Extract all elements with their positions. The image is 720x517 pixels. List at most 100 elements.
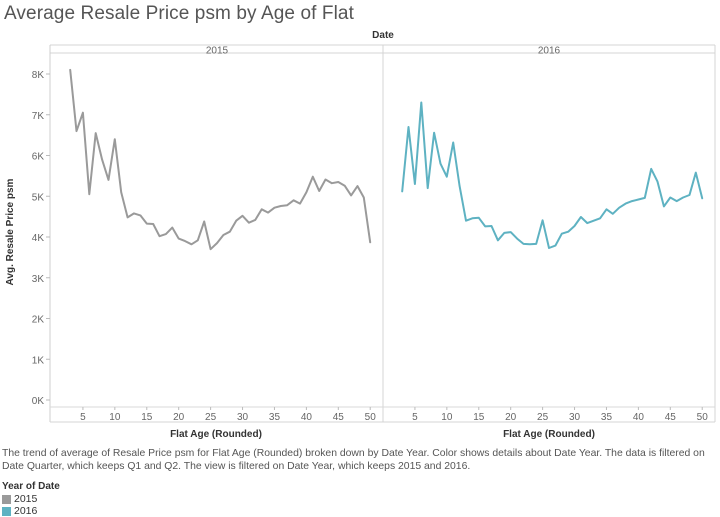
data-point-2015 [286, 204, 288, 206]
data-point-2016 [542, 219, 544, 221]
x-tick-label: 30 [569, 412, 581, 423]
data-point-2015 [337, 181, 339, 183]
data-point-2015 [76, 130, 78, 132]
data-point-2015 [171, 227, 173, 229]
data-point-2015 [312, 176, 314, 178]
data-point-2015 [146, 223, 148, 225]
data-point-2015 [242, 215, 244, 217]
x-tick-label: 25 [205, 412, 217, 423]
panel-header-2016: 2016 [538, 46, 561, 57]
data-point-2016 [535, 243, 537, 245]
x-tick-label: 20 [505, 412, 517, 423]
x-tick-label: 50 [365, 412, 377, 423]
data-point-2016 [567, 231, 569, 233]
data-point-2015 [152, 223, 154, 225]
x-tick-label: 45 [665, 412, 677, 423]
y-tick-label: 7K [32, 111, 45, 122]
data-point-2015 [222, 234, 224, 236]
y-tick-label: 4K [32, 233, 45, 244]
data-point-2016 [446, 176, 448, 178]
y-tick-label: 6K [32, 152, 45, 163]
data-point-2016 [618, 207, 620, 209]
data-point-2016 [408, 126, 410, 128]
data-point-2016 [644, 197, 646, 199]
data-point-2016 [695, 172, 697, 174]
data-point-2016 [427, 187, 429, 189]
data-point-2016 [599, 217, 601, 219]
data-point-2015 [331, 182, 333, 184]
x-tick-label: 5 [412, 412, 418, 423]
data-point-2016 [529, 243, 531, 245]
y-axis-label: Avg. Resale Price psm [5, 178, 16, 285]
data-point-2016 [637, 199, 639, 201]
data-point-2015 [210, 248, 212, 250]
legend-label-2015: 2015 [14, 493, 38, 505]
data-point-2015 [235, 220, 237, 222]
x-tick-label: 45 [333, 412, 345, 423]
legend-item-2016[interactable]: 2016 [2, 505, 60, 517]
data-point-2015 [369, 241, 371, 243]
data-point-2015 [293, 199, 295, 201]
legend-swatch-2016 [2, 506, 11, 516]
data-point-2015 [344, 185, 346, 187]
data-point-2015 [114, 138, 116, 140]
data-point-2015 [273, 207, 275, 209]
data-point-2016 [548, 247, 550, 249]
data-point-2016 [682, 196, 684, 198]
data-point-2016 [657, 181, 659, 183]
data-point-2015 [325, 179, 327, 181]
data-point-2016 [580, 216, 582, 218]
legend-label-2016: 2016 [14, 505, 38, 517]
x-tick-label: 40 [633, 412, 645, 423]
series-line-2015 [69, 68, 372, 251]
data-point-2016 [491, 225, 493, 227]
data-point-2016 [452, 141, 454, 143]
data-point-2016 [420, 102, 422, 104]
data-point-2015 [184, 240, 186, 242]
data-point-2015 [165, 233, 167, 235]
data-point-2015 [95, 132, 97, 134]
panel-header-2015: 2015 [206, 46, 229, 57]
data-point-2015 [229, 231, 231, 233]
data-point-2015 [350, 194, 352, 196]
data-point-2016 [586, 222, 588, 224]
data-point-2016 [676, 200, 678, 202]
data-point-2016 [478, 217, 480, 219]
data-point-2016 [522, 243, 524, 245]
data-point-2016 [459, 185, 461, 187]
chart-title: Average Resale Price psm by Age of Flat [4, 3, 354, 24]
data-point-2015 [178, 238, 180, 240]
x-tick-label: 15 [141, 412, 153, 423]
data-point-2015 [363, 196, 365, 198]
data-point-2015 [216, 242, 218, 244]
data-point-2015 [305, 191, 307, 193]
x-axis-label-2016: Flat Age (Rounded) [503, 429, 595, 440]
data-point-2015 [203, 221, 205, 223]
data-point-2016 [465, 220, 467, 222]
data-point-2015 [267, 212, 269, 214]
legend: Year of Date 2015 2016 [2, 481, 60, 517]
data-point-2015 [127, 216, 129, 218]
data-point-2015 [254, 219, 256, 221]
data-point-2015 [82, 112, 84, 114]
data-point-2016 [574, 225, 576, 227]
data-point-2016 [471, 217, 473, 219]
data-point-2015 [139, 214, 141, 216]
legend-swatch-2015 [2, 494, 11, 504]
x-tick-label: 25 [537, 412, 549, 423]
data-point-2016 [433, 132, 435, 134]
x-axis-label-2015: Flat Age (Rounded) [170, 429, 262, 440]
data-point-2016 [631, 200, 633, 202]
data-point-2016 [554, 245, 556, 247]
data-point-2016 [401, 190, 403, 192]
legend-item-2015[interactable]: 2015 [2, 493, 60, 505]
data-point-2016 [516, 238, 518, 240]
data-point-2016 [625, 203, 627, 205]
data-point-2015 [120, 191, 122, 193]
data-point-2016 [497, 239, 499, 241]
x-tick-label: 5 [80, 412, 86, 423]
data-point-2015 [159, 235, 161, 237]
column-header: Date [372, 30, 394, 41]
y-tick-label: 3K [32, 274, 45, 285]
data-point-2015 [101, 159, 103, 161]
